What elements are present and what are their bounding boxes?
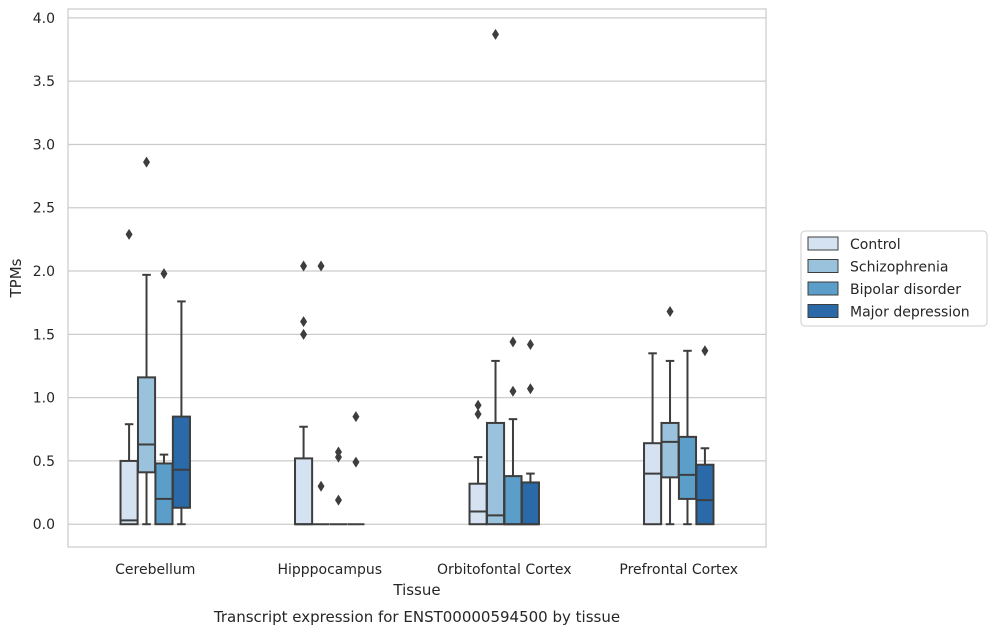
box-bipolar-disorder-3 [677,349,698,526]
box-iqr [119,459,139,526]
box-bipolar-disorder-2 [503,336,523,526]
outlier-point [300,328,308,340]
y-tick-label: 3.0 [33,137,55,153]
outlier-point [526,383,534,395]
outlier-point [317,480,325,492]
x-axis-label: Tissue [392,581,440,599]
outlier-point [352,456,360,468]
legend-label: Major depression [850,305,970,321]
box-bipolar-disorder-0 [154,268,174,526]
outlier-point [474,408,482,420]
box-iqr [520,481,540,526]
box-iqr [660,421,680,479]
box-control-1 [294,260,314,526]
x-tick-label: Hipppocampus [277,562,382,578]
outlier-point [317,260,325,272]
legend-swatch [807,281,839,296]
outlier-point [300,260,308,272]
box-iqr [154,462,174,526]
outlier-point [125,228,133,240]
box-schizophrenia-3 [660,306,680,526]
legend-label: Schizophrenia [850,260,948,276]
legend: Control Schizophrenia Bipolar disorder Majo… [800,230,988,327]
y-tick-label: 1.0 [33,391,55,407]
y-axis-label: TPMs [7,258,25,298]
x-tick-label: Cerebellum [115,562,195,578]
outlier-point [143,156,151,168]
y-tick-label: 2.0 [33,264,55,280]
box-iqr [643,442,663,526]
box-major-depression-0 [171,300,191,526]
plot-area-frame [67,8,767,548]
box-bipolar-disorder-1 [329,446,348,526]
x-tick-label: Orbitofontal Cortex [437,562,572,578]
box-iqr [677,435,698,500]
y-tick-label: 2.5 [33,201,55,217]
box-iqr [294,457,314,526]
box-schizophrenia-1 [312,260,330,526]
legend-swatch [807,236,839,251]
box-major-depression-1 [347,411,365,526]
outlier-point [334,494,342,506]
box-control-2 [468,399,488,526]
outlier-point [160,268,168,280]
outlier-point [352,411,360,423]
outlier-point [526,338,534,350]
box-control-0 [119,228,139,526]
outlier-point [492,28,500,40]
legend-label: Control [850,237,901,253]
figure-caption: Transcript expression for ENST0000059450… [213,608,620,626]
box-iqr [485,421,506,526]
y-tick-label: 4.0 [33,11,55,27]
box-control-3 [643,352,663,526]
legend-label: Bipolar disorder [850,282,961,298]
y-tick-label: 3.5 [33,74,55,90]
legend-swatch [807,259,839,273]
box-iqr [695,463,715,526]
x-tick-label: Prefrontal Cortex [619,562,738,578]
box-schizophrenia-2 [485,28,506,526]
box-iqr [136,376,157,474]
outlier-point [701,345,709,357]
legend-swatch [807,304,839,318]
outlier-point [300,316,308,328]
box-groups [119,28,715,526]
box-schizophrenia-0 [136,156,157,526]
y-axis-ticks: 0.0 0.5 1.0 1.5 2.0 2.5 3.0 3.5 4.0 [33,11,55,533]
outlier-point [334,446,342,458]
box-major-depression-3 [695,345,715,526]
outlier-point [509,336,517,348]
outlier-point [509,385,517,397]
box-iqr [503,475,523,526]
y-tick-label: 0.0 [33,517,55,533]
y-tick-label: 0.5 [33,454,55,470]
legend-frame [800,230,988,327]
outlier-point [666,306,674,318]
x-axis-ticks: Cerebellum Hipppocampus Orbitofontal Corte… [115,562,738,578]
y-tick-label: 1.5 [33,327,55,343]
outlier-point [474,399,482,411]
box-iqr [468,482,488,526]
box-major-depression-2 [520,338,540,526]
box-iqr [171,415,191,509]
